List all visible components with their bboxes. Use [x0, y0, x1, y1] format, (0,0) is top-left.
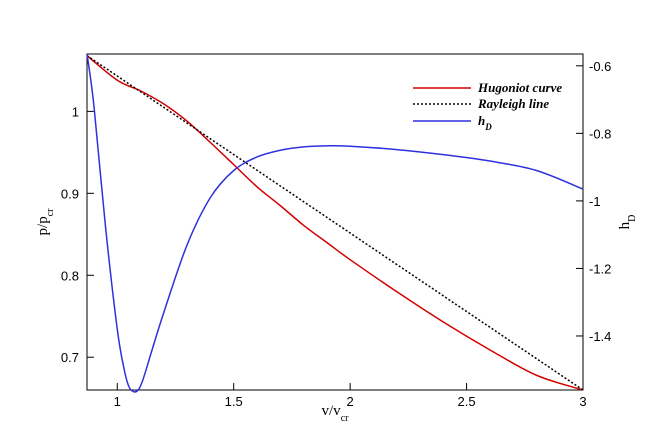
legend-label-hd: hD — [478, 113, 492, 132]
x-tick-label: 1 — [114, 394, 121, 409]
data-series — [86, 53, 584, 393]
legend-label-rayleigh: Rayleigh line — [477, 96, 549, 111]
y-right-tick-label: -1.2 — [589, 261, 611, 276]
axis-ticks: 1 1.5 2 2.5 3 0.7 0.8 0.9 1 -1.4 -1.2 -1 -0.8 -0.6 — [61, 59, 611, 409]
y-right-tick-label: -1.4 — [589, 329, 611, 344]
x-tick-label: 1.5 — [225, 394, 243, 409]
x-axis-title: v/vcr — [322, 403, 350, 424]
y-axis-right-title: hD — [617, 215, 638, 230]
y-right-tick-label: -0.8 — [589, 126, 611, 141]
legend-label-hugoniot: Hugoniot curve — [477, 80, 562, 95]
x-tick-label: 2 — [347, 394, 354, 409]
y-left-tick-label: 1 — [72, 104, 79, 119]
legend: Hugoniot curve Rayleigh line hD — [413, 80, 562, 132]
y-axis-left-title: p/pcr — [35, 208, 56, 236]
y-right-tick-label: -1 — [589, 194, 601, 209]
series-hd — [86, 53, 584, 393]
series-hugoniot-curve — [86, 55, 584, 391]
y-right-tick-label: -0.6 — [589, 59, 611, 74]
y-left-tick-label: 0.7 — [61, 350, 79, 365]
y-left-tick-label: 0.8 — [61, 268, 79, 283]
x-tick-label: 3 — [579, 394, 586, 409]
x-tick-label: 2.5 — [458, 394, 476, 409]
plot-frame — [86, 53, 584, 391]
y-left-tick-label: 0.9 — [61, 186, 79, 201]
